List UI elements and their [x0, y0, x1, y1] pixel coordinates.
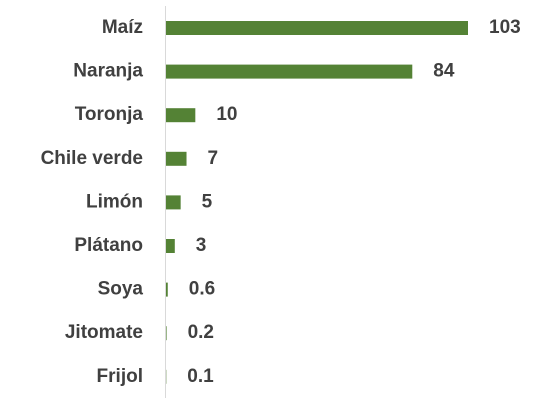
- y-tick-label: Toronja: [75, 104, 144, 125]
- data-label: 0.2: [188, 322, 214, 343]
- bar: [166, 239, 175, 253]
- data-label: 5: [202, 191, 213, 212]
- bar: [166, 64, 413, 79]
- bar: [166, 108, 196, 123]
- data-label: 3: [196, 235, 207, 256]
- y-tick-label: Naranja: [73, 61, 143, 82]
- y-tick-label: Jitomate: [65, 322, 143, 343]
- data-label: 84: [433, 61, 455, 82]
- data-label: 0.6: [189, 279, 215, 300]
- bar: [166, 195, 181, 210]
- y-tick-label: Chile verde: [41, 148, 143, 169]
- y-tick-label: Frijol: [97, 366, 143, 387]
- y-tick-label: Soya: [98, 279, 144, 300]
- bar: [166, 21, 468, 35]
- y-tick-label: Limón: [86, 191, 143, 212]
- data-label: 0.1: [187, 366, 214, 387]
- data-label: 7: [208, 148, 219, 169]
- data-label: 103: [489, 17, 521, 38]
- bar: [166, 326, 167, 341]
- bar: [166, 151, 187, 166]
- data-label: 10: [216, 104, 237, 125]
- y-tick-label: Plátano: [74, 235, 143, 256]
- bar: [166, 282, 168, 297]
- y-tick-label: Maíz: [102, 17, 143, 38]
